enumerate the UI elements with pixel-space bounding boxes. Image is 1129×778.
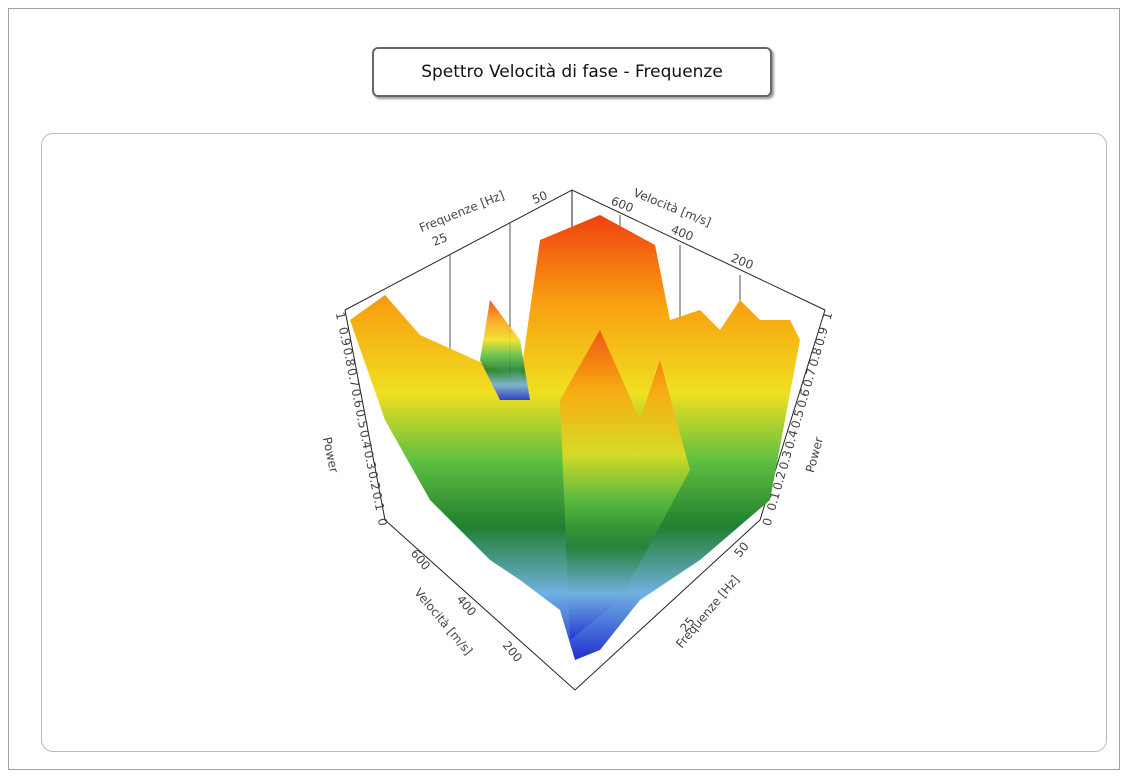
tick-label: 0.1: [369, 491, 387, 513]
tick-label: 600: [408, 546, 433, 573]
tick-label: 0.8: [340, 346, 358, 368]
tick-label: 0.9: [336, 326, 354, 348]
tick-label: 0.4: [357, 429, 375, 451]
tick-label: 200: [729, 251, 755, 273]
tick-label: 0.3: [361, 449, 379, 471]
tick-label: 50: [530, 188, 549, 207]
page: Spettro Velocità di fase - Frequenze 255…: [0, 0, 1129, 778]
tick-label: 0.4: [782, 428, 800, 450]
tick-label: 0.2: [365, 470, 383, 492]
tick-label: 0: [375, 517, 390, 527]
tick-label: 0.7: [800, 367, 818, 389]
tick-label: 0.8: [806, 346, 824, 368]
axis-label: Power: [320, 436, 341, 474]
tick-label: 25: [430, 230, 449, 249]
tick-label: 0.7: [344, 367, 362, 389]
tick-label: 0.9: [812, 325, 830, 347]
axis-label: Power: [803, 435, 826, 474]
tick-label: 50: [731, 539, 752, 560]
tick-label: 0.3: [776, 449, 794, 471]
tick-label: 0: [760, 516, 776, 527]
tick-label: 0.6: [794, 387, 812, 409]
plot-3d: 25 50 Frequenze [Hz] 600 400 200 Velocità [m/s…: [0, 0, 1129, 778]
axis-label: Frequenze [Hz]: [417, 188, 506, 235]
axis-label: Velocità [m/s]: [631, 186, 713, 230]
tick-label: 0.6: [348, 388, 366, 410]
axis-label: Frequenze [Hz]: [673, 573, 742, 651]
tick-label: 400: [454, 592, 479, 619]
tick-label: 400: [669, 222, 695, 244]
tick-label: 0.5: [353, 408, 371, 430]
tick-label: 0.5: [788, 408, 806, 430]
tick-label: 1: [333, 311, 348, 321]
